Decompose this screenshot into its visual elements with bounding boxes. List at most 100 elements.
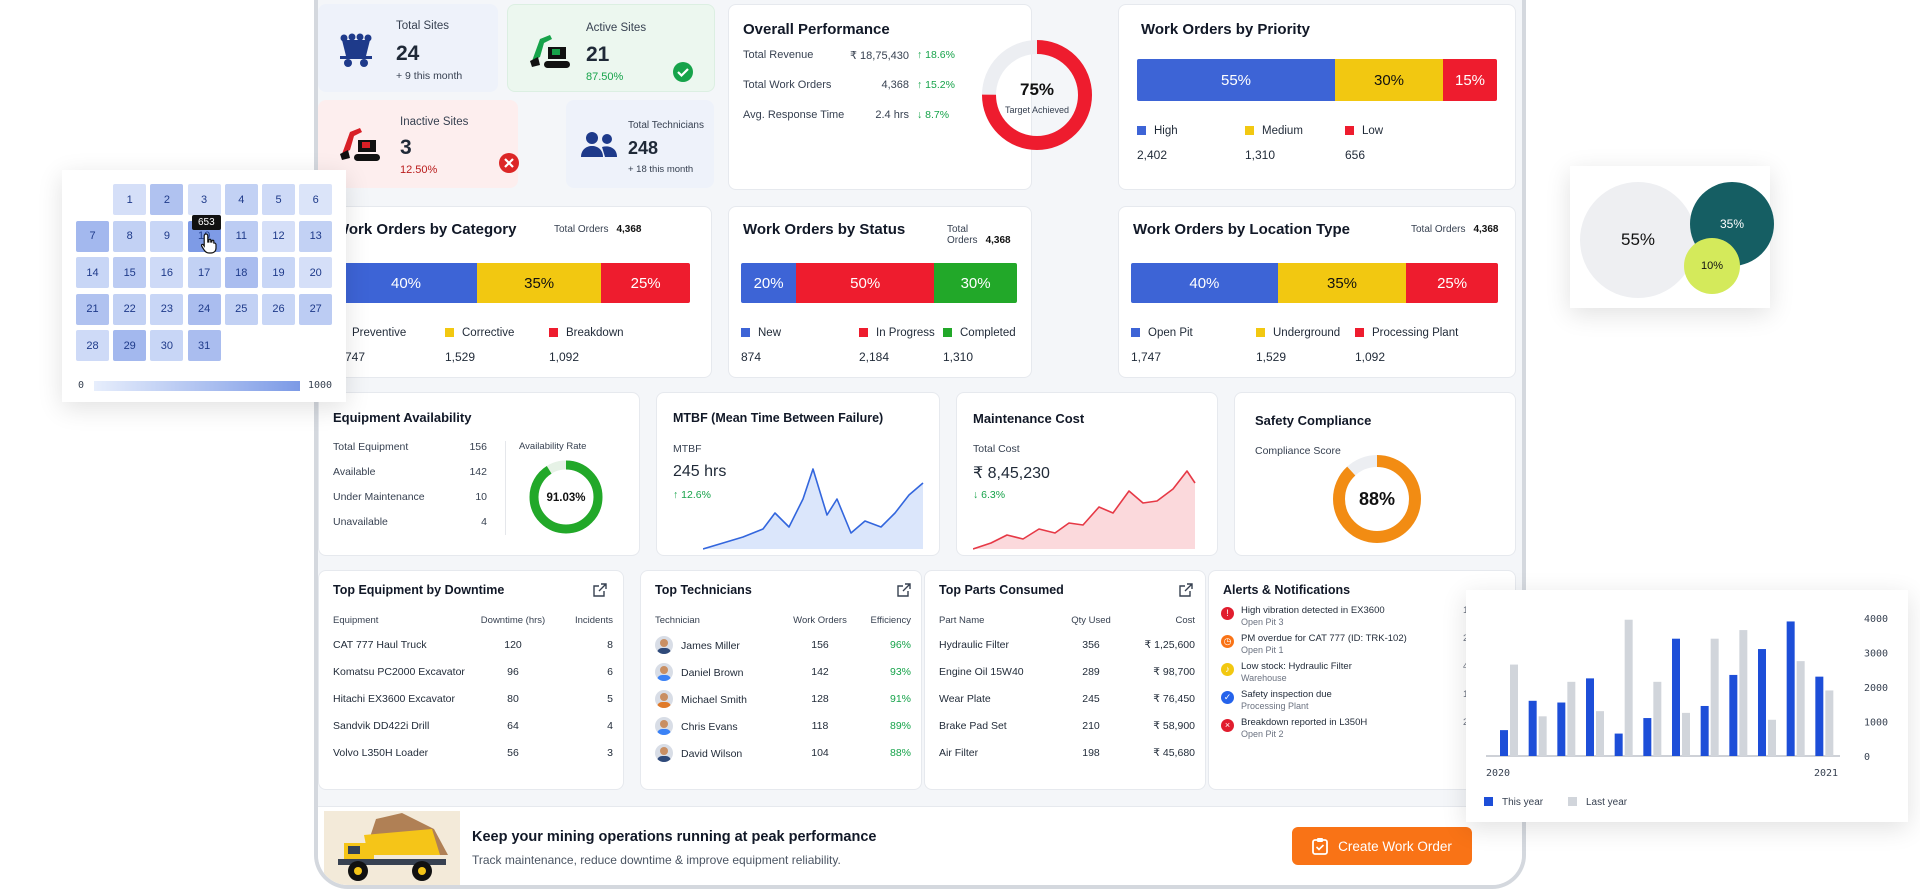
external-link-icon[interactable] [1179,583,1193,597]
table-row[interactable]: Air Filter 198 ₹ 45,680 [939,739,1195,766]
legend-value: 1,747 [1131,350,1162,364]
table-row[interactable]: Chris Evans 118 89% [655,712,911,739]
calendar-day[interactable]: 17 [187,257,221,288]
avatar-face [660,719,668,728]
alert-text[interactable]: High vibration detected in EX3600 [1241,605,1385,616]
create-work-order-button[interactable]: Create Work Order [1292,827,1472,865]
bar-this-year [1557,702,1566,756]
bar-this-year [1786,621,1795,756]
table-row[interactable]: Komatsu PC2000 Excavator 96 6 [333,658,613,685]
legend-swatch [549,328,558,337]
legend-swatch [1245,126,1254,135]
table-row[interactable]: James Miller 156 96% [655,631,911,658]
external-link-icon[interactable] [593,583,607,597]
avatar-face [660,746,668,755]
downtime-table: Equipment Downtime (hrs) Incidents CAT 777… [333,609,613,766]
calendar-day[interactable]: 20 [299,257,333,288]
calendar-day[interactable]: 25 [224,293,258,325]
table-row[interactable]: Daniel Brown 142 93% [655,658,911,685]
calendar-day[interactable]: 12 [262,220,295,252]
avatar-body [657,701,671,708]
calendar-day[interactable]: 1 [113,184,147,215]
category-card: Work Orders by Category Total Orders 4,36… [318,206,712,378]
table-cell: 198 [1063,739,1119,766]
calendar-day[interactable]: 23 [150,293,184,325]
table-row[interactable]: Michael Smith 128 91% [655,685,911,712]
total-label: Total Orders 4,368 [1411,224,1499,235]
calendar-day[interactable]: 6 [299,184,333,215]
calendar-day[interactable]: 8 [113,220,147,252]
table-cell: Engine Oil 15W40 [939,658,1063,685]
calendar-day[interactable]: 22 [113,293,147,325]
heatmap-scale-bar [94,381,300,391]
table-row[interactable]: Volvo L350H Loader 56 3 [333,739,613,766]
table-row[interactable]: Hydraulic Filter 356 ₹ 1,25,600 [939,631,1195,658]
cell-text: 56 [507,746,519,759]
calendar-day[interactable]: 3 [187,184,221,215]
alert-text[interactable]: Breakdown reported in L350H [1241,717,1368,728]
table-row[interactable]: CAT 777 Haul Truck 120 8 [333,631,613,658]
kpi-inactive-sites[interactable]: Inactive Sites 3 12.50% [318,100,519,188]
alert-text[interactable]: PM overdue for CAT 777 (ID: TRK-102) [1241,633,1407,644]
kpi-total-technicians[interactable]: Total Technicians 248 + 18 this month [566,100,714,188]
bar-last-year [1796,661,1805,756]
table-row[interactable]: Brake Pad Set 210 ₹ 58,900 [939,712,1195,739]
scale-max: 1000 [308,380,333,391]
table-row[interactable]: Engine Oil 15W40 289 ₹ 98,700 [939,658,1195,685]
banner-subtitle: Track maintenance, reduce downtime & imp… [472,853,841,867]
kpi-sub: + 18 this month [628,164,694,175]
cost-area-chart [973,470,1196,550]
overall-performance-card: Overall Performance Total Revenue ₹ 18,75… [728,4,1092,190]
calendar-day[interactable]: 24 [187,293,221,325]
category-legend-item: Corrective 1,529 [445,327,514,364]
calendar-day[interactable]: 14 [76,257,109,288]
calendar-day[interactable]: 13 [299,220,333,252]
calendar-day[interactable]: 19 [262,257,295,288]
mtbf-card: MTBF (Mean Time Between Failure) MTBF 24… [656,392,940,556]
calendar-day[interactable]: 29 [113,330,147,361]
priority-legend-item: High 2,402 [1137,125,1178,162]
calendar-day[interactable]: 15 [113,257,147,288]
card-title: Work Orders by Location Type [1133,221,1350,238]
table-row[interactable]: Hitachi EX3600 Excavator 80 5 [333,685,613,712]
table-row[interactable]: Wear Plate 245 ₹ 76,450 [939,685,1195,712]
calendar-day[interactable]: 30 [150,330,184,361]
check-circle-icon [673,62,693,82]
bar-last-year [1768,719,1776,756]
calendar-day[interactable]: 5 [262,184,295,215]
cell-text: 93% [889,665,911,678]
bar-this-year [1758,649,1766,756]
calendar-day[interactable]: 4 [224,184,258,215]
calendar-day[interactable]: 16 [150,257,184,288]
calendar-day[interactable]: 18 [224,257,258,288]
status-segment-0: 20% [741,263,797,303]
alert-text[interactable]: Safety inspection due [1241,689,1332,700]
calendar-day[interactable]: 27 [299,293,333,325]
compliance-value: 88% [1359,489,1395,509]
table-row[interactable]: Sandvik DD422i Drill 64 4 [333,712,613,739]
card-title: MTBF (Mean Time Between Failure) [673,411,884,425]
card-title: Overall Performance [743,21,890,38]
cell-text: 142 [811,665,829,678]
external-link-icon[interactable] [897,583,911,597]
cell-text: 104 [811,746,829,759]
calendar-day[interactable]: 31 [187,330,221,361]
calendar-day[interactable]: 7 [76,220,109,252]
kpi-total-sites[interactable]: Total Sites 24 + 9 this month [318,4,498,92]
overall-row-change: ↑ 15.2% [917,79,955,91]
calendar-day[interactable]: 28 [76,330,109,361]
kpi-active-sites[interactable]: Active Sites 21 87.50% [507,4,715,92]
calendar-day[interactable]: 26 [262,293,295,325]
calendar-day[interactable]: 21 [76,293,109,325]
calendar-day[interactable]: 11 [224,220,258,252]
bar-last-year [1624,619,1633,756]
alert-text[interactable]: Low stock: Hydraulic Filter [1241,661,1352,672]
table-cell: James Miller [655,631,785,658]
calendar-day[interactable]: 2 [150,184,184,215]
calendar-day[interactable]: 9 [150,220,184,252]
table-row[interactable]: David Wilson 104 88% [655,739,911,766]
legend-name: In Progress [876,327,935,339]
parts-card: Top Parts Consumed Part Name Qty Used Cost… [924,570,1206,790]
legend-value: 2,402 [1137,148,1168,162]
target-gauge: 75% Target Achieved [982,40,1092,150]
